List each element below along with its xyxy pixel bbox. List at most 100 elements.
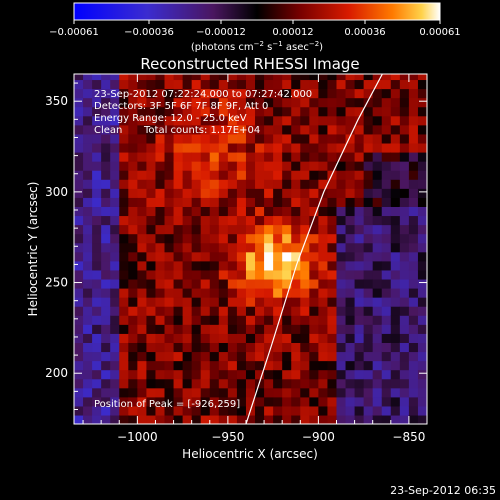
heatmap-cell (309, 242, 319, 253)
heatmap-cell (209, 97, 220, 108)
heatmap-cell (191, 287, 202, 298)
colorbar-unit-part: ) (319, 42, 323, 53)
heatmap-cell (291, 161, 301, 171)
heatmap-cell (164, 369, 175, 380)
heatmap-cell (92, 324, 102, 334)
heatmap-cell (74, 378, 84, 389)
heatmap-cell (282, 324, 292, 334)
heatmap-cell (354, 197, 365, 207)
heatmap-cell (236, 161, 247, 171)
heatmap-cell (173, 106, 184, 117)
heatmap-cell (182, 333, 193, 343)
heatmap-cell (408, 97, 419, 108)
heatmap-cell (209, 324, 220, 334)
heatmap-cell (309, 360, 319, 371)
heatmap-cell (236, 315, 247, 325)
y-tick-label: 200 (45, 366, 68, 380)
heatmap-cell (327, 387, 338, 398)
heatmap-cell (227, 269, 238, 280)
heatmap-cell (318, 197, 329, 207)
heatmap-cell (399, 269, 410, 280)
heatmap-cell (155, 324, 166, 334)
heatmap-cell (74, 297, 84, 307)
heatmap-cell (128, 224, 138, 235)
x-axis: −1000 −950 −900 −850 (82, 74, 428, 444)
heatmap-cell (390, 97, 401, 108)
heatmap-cell (363, 88, 374, 99)
heatmap-cell (291, 179, 301, 189)
heatmap-cell (345, 369, 356, 380)
heatmap-cell (110, 88, 120, 99)
heatmap-cell (83, 378, 93, 389)
heatmap-cell (110, 306, 120, 316)
heatmap-cell (209, 360, 220, 371)
heatmap-cell (381, 405, 392, 416)
heatmap-cell (318, 242, 329, 253)
heatmap-cell (273, 151, 283, 162)
heatmap-cell (245, 333, 256, 343)
heatmap-cell (264, 297, 274, 307)
heatmap-cell (291, 378, 301, 389)
heatmap-cell (218, 197, 229, 207)
heatmap-cell (291, 206, 301, 217)
heatmap-cell (336, 405, 347, 416)
heatmap-cell (137, 315, 148, 325)
heatmap-cell (245, 269, 256, 280)
heatmap-cell (318, 278, 329, 289)
heatmap-cell (417, 306, 427, 316)
heatmap-cell (155, 297, 166, 307)
heatmap-cell (200, 115, 211, 126)
heatmap-cell (417, 124, 427, 135)
heatmap-cell (327, 297, 338, 307)
heatmap-cell (83, 306, 93, 316)
heatmap-cell (209, 188, 220, 198)
heatmap-cell (345, 315, 356, 325)
y-tick-label: 350 (45, 94, 68, 108)
heatmap-cell (83, 396, 93, 407)
heatmap-cell (390, 133, 401, 144)
heatmap-cell (354, 251, 365, 262)
heatmap-cell (399, 297, 410, 307)
heatmap-cell (408, 197, 419, 207)
heatmap-cell (92, 287, 102, 298)
heatmap-cell (408, 242, 419, 253)
heatmap-cell (74, 369, 84, 380)
heatmap-cell (363, 278, 374, 289)
heatmap-cell (236, 142, 247, 153)
heatmap-cell (381, 306, 392, 316)
heatmap-cell (173, 260, 184, 271)
heatmap-cell (309, 206, 319, 217)
heatmap-cell (200, 224, 211, 235)
heatmap-cell (155, 124, 166, 135)
heatmap-cell (110, 133, 120, 144)
heatmap-cell (182, 215, 193, 226)
heatmap-cell (128, 351, 138, 362)
heatmap-cell (345, 269, 356, 280)
heatmap-cell (182, 378, 193, 389)
heatmap-cell (399, 396, 410, 407)
heatmap-cell (128, 79, 138, 90)
heatmap-cell (327, 414, 338, 424)
heatmap-cell (408, 260, 419, 271)
heatmap-cell (300, 405, 310, 416)
heatmap-cell (417, 133, 427, 144)
heatmap-cell (83, 269, 93, 280)
heatmap-cell (417, 170, 427, 180)
heatmap-cell (327, 342, 338, 353)
heatmap-cell (191, 405, 202, 416)
heatmap-cell (83, 179, 93, 189)
heatmap-cell (264, 306, 274, 316)
heatmap-cell (110, 115, 120, 126)
heatmap-cell (381, 74, 392, 81)
heatmap-cell (345, 188, 356, 198)
heatmap-cell (408, 378, 419, 389)
colorbar-unit-part: −2 (309, 40, 319, 48)
heatmap-cell (200, 188, 211, 198)
heatmap-cell (399, 260, 410, 271)
heatmap-cell (318, 179, 329, 189)
heatmap-cell (363, 142, 374, 153)
heatmap-cell (92, 278, 102, 289)
heatmap-cell (110, 297, 120, 307)
heatmap-cell (336, 351, 347, 362)
heatmap-cell (408, 74, 419, 81)
